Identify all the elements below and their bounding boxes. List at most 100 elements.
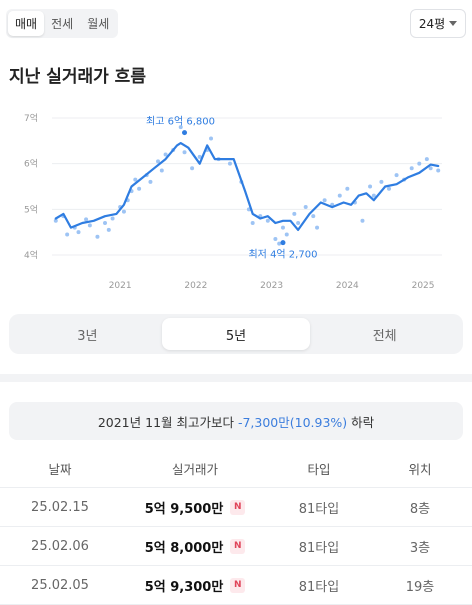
transaction-dot [95,234,100,239]
transaction-dot [311,214,316,219]
transaction-dot [386,186,391,191]
table-row[interactable]: 25.02.15 5억 9,500만 N 81타입 8층 [0,488,472,527]
row-type: 81타입 [298,579,340,595]
transaction-dot [182,150,187,155]
transaction-dot [148,179,153,184]
transaction-dot [394,173,399,178]
transaction-dot [110,216,115,221]
row-floor: 8층 [409,501,431,517]
y-tick-label: 4억 [24,249,38,261]
row-date: 25.02.05 [31,577,89,593]
y-tick-label: 5억 [24,203,38,215]
row-price-cell: 5억 9,500만 N [120,498,270,517]
transaction-dot [292,211,297,216]
table-row[interactable]: 25.02.06 5억 8,000만 N 81타입 3층 [0,527,472,566]
price-change-summary: 2021년 11월 최고가보다 -7,300만(10.93%) 하락 [9,402,463,440]
summary-prefix: 2021년 11월 최고가보다 [97,414,238,430]
table-header: 날짜 실거래가 타입 위치 [0,450,472,488]
transaction-dot [284,232,289,237]
transaction-dot [417,161,422,166]
transaction-dot [84,217,89,222]
transaction-dot [53,218,58,223]
summary-suffix: 하락 [347,414,375,430]
row-floor: 3층 [409,540,431,556]
transaction-dot [103,221,108,226]
min-price-label: 최저 4억 2,700 [248,249,317,261]
transaction-dot [76,230,81,235]
transaction-dot [156,159,161,164]
header-type: 타입 [307,462,331,477]
chevron-down-icon [449,21,458,26]
trade-type-tabs: 매매 전세 월세 [6,9,119,38]
row-floor: 19층 [405,579,435,595]
transaction-dot [65,232,70,237]
price-trend-chart: 7억 6억 5억 4억 2021 2022 2023 2024 2025 최고 6억 6,80… [24,112,442,291]
transaction-dot [227,161,232,166]
transaction-dot [345,186,350,191]
transaction-dot [159,168,164,173]
header-price: 실거래가 [171,462,218,477]
row-type: 81타입 [298,501,340,517]
row-price: 5억 8,000만 [144,540,224,556]
x-tick-label: 2022 [184,281,207,291]
transaction-dot [137,186,142,191]
transaction-dot [190,166,195,171]
tab-sale[interactable]: 매매 [8,11,45,36]
transaction-dot [280,225,285,230]
tab-range-3y[interactable]: 3년 [77,328,98,344]
tab-monthly-rent[interactable]: 월세 [87,17,110,31]
transaction-dot [178,125,183,130]
section-divider [0,374,472,382]
transaction-dot [360,218,365,223]
transaction-dot [371,193,376,198]
table-row[interactable]: 25.02.05 5억 9,300만 N 81타입 19층 [0,566,472,605]
transaction-dot [436,168,441,173]
transaction-dot [296,221,301,226]
tab-jeonse[interactable]: 전세 [51,17,74,31]
tab-range-all[interactable]: 전체 [372,328,397,344]
header-date: 날짜 [48,462,72,477]
row-date: 25.02.15 [31,499,89,515]
transaction-dot [209,136,214,141]
y-tick-label: 6억 [24,158,38,170]
x-tick-label: 2024 [336,281,359,291]
transaction-dot [106,227,111,232]
transaction-dot [273,237,278,242]
transactions-table: 날짜 실거래가 타입 위치 25.02.15 5억 9,500만 N 81타입 … [0,450,472,605]
transaction-dot [424,157,429,162]
max-price-marker [182,130,188,136]
transaction-dot [379,179,384,184]
x-tick-label: 2025 [412,281,435,291]
transaction-dot [250,221,255,226]
row-date: 25.02.06 [31,538,89,554]
transaction-dot [163,152,168,157]
summary-change-amount: -7,300만(10.93%) [237,414,348,430]
transaction-dot [121,209,126,214]
transaction-dot [322,198,327,203]
tab-range-5y[interactable]: 5년 [161,318,311,350]
transaction-dot [315,225,320,230]
transaction-dot [87,223,92,228]
transaction-dot [409,166,414,171]
transaction-dot [303,205,308,210]
x-tick-label: 2021 [109,281,132,291]
transaction-dot [368,184,373,189]
row-price: 5억 9,300만 [144,579,224,595]
transaction-dot [133,177,138,182]
x-tick-label: 2023 [260,281,283,291]
row-price: 5억 9,500만 [144,501,224,517]
max-price-label: 최고 6억 6,800 [146,116,215,128]
y-tick-label: 7억 [24,112,38,124]
row-price-cell: 5억 9,300만 N [120,576,270,595]
row-type: 81타입 [298,540,340,556]
trend-line [54,142,440,231]
new-badge: N [230,538,246,554]
size-select[interactable]: 24평 [410,9,466,38]
new-badge: N [230,499,246,515]
new-badge: N [230,577,246,593]
row-price-cell: 5억 8,000만 N [120,537,270,556]
transaction-dot [337,193,342,198]
page-title: 지난 실거래가 흐름 [9,67,146,87]
min-price-marker [280,240,286,246]
transaction-dot [265,218,270,223]
